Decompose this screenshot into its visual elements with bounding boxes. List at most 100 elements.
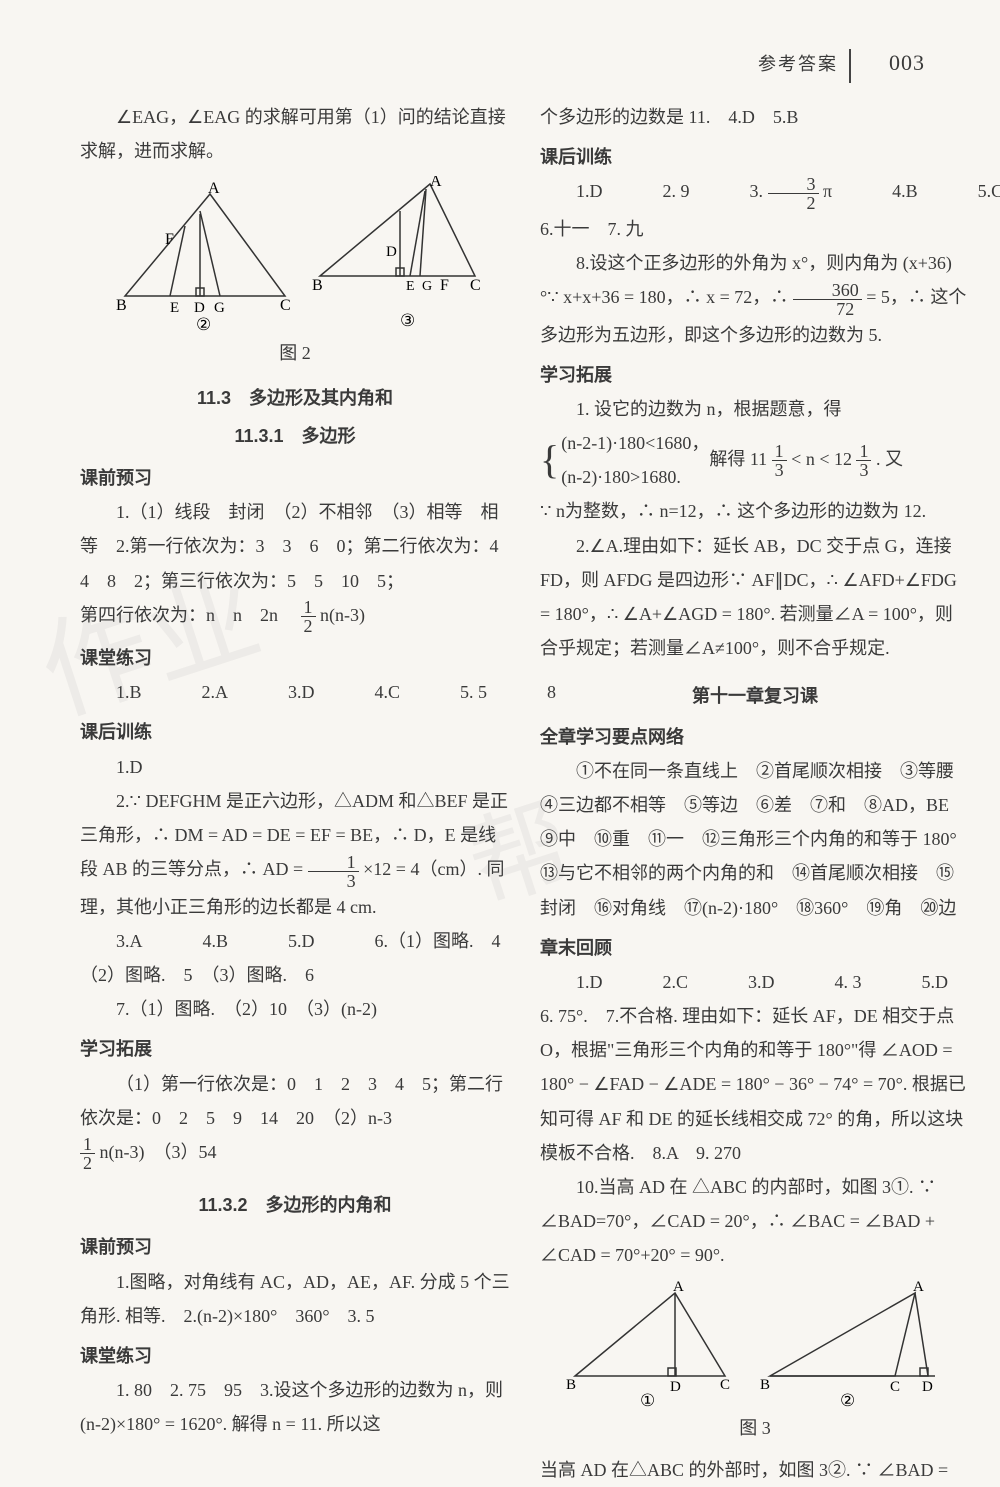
intro-text: ∠EAG，∠EAG 的求解可用第（1）问的结论直接求解，进而求解。 xyxy=(80,100,510,168)
fig3-C2: C xyxy=(890,1379,900,1395)
ans: 5.C xyxy=(942,174,1000,211)
ktlx2-1: 1. 80 2. 75 95 3.设这个多边形的边数为 n，则(n-2)×180… xyxy=(80,1373,510,1441)
label-G2: G xyxy=(422,279,432,294)
heading-xxtz-r: 学习拓展 xyxy=(540,358,970,392)
fraction: 32 xyxy=(768,175,819,212)
xxtz-r-system: { (n-2-1)·180<1680， (n-2)·180>1680. 解得 1… xyxy=(540,426,970,494)
zmhg-6: 6. 75°. 7.不合格. 理由如下：延长 AF，DE 相交于点 O，根据"三… xyxy=(540,999,970,1170)
ans: 1.B xyxy=(80,675,142,709)
left-column: ∠EAG，∠EAG 的求解可用第（1）问的结论直接求解，进而求解。 A B C … xyxy=(80,100,510,1487)
zmhg-row1: 1.D 2.C 3.D 4. 3 5.D xyxy=(540,965,970,999)
fig3-one: ① xyxy=(640,1391,655,1410)
khxl-r-row2: 6.十一 7. 九 xyxy=(540,212,970,246)
label-B2: B xyxy=(312,277,323,294)
kqyx-line1: 1.（1）线段 封闭 （2）不相邻 （3）相等 相等 2.第一行依次为：3 3 … xyxy=(80,495,510,598)
ans: 5.D xyxy=(252,924,315,958)
fig3-A1: A xyxy=(673,1281,684,1295)
figure-3-caption: 图 3 xyxy=(540,1411,970,1445)
chapter-review-title: 第十一章复习课 xyxy=(540,679,970,713)
section-11-3: 11.3 多边形及其内角和 xyxy=(80,381,510,415)
fig3-D1: D xyxy=(670,1379,681,1395)
xxtz-r-1e: ∵ n为整数，∴ n=12，∴ 这个多边形的边数为 12. xyxy=(540,494,970,528)
heading-khxl: 课后训练 xyxy=(80,715,510,749)
text: π xyxy=(823,181,832,201)
fig3-D2: D xyxy=(922,1379,933,1395)
header-divider xyxy=(849,49,851,83)
heading-kqyx2: 课前预习 xyxy=(80,1230,510,1264)
sys-line: (n-2)·180>1680. xyxy=(561,460,709,494)
fig3-B1: B xyxy=(566,1377,576,1393)
label-E: E xyxy=(170,300,179,316)
ans: 4.B xyxy=(167,924,229,958)
ans: 6.（1）图略. 4 xyxy=(339,924,501,958)
heading-ktlx2: 课堂练习 xyxy=(80,1339,510,1373)
fig3-two: ② xyxy=(840,1391,855,1410)
heading-qzwl: 全章学习要点网络 xyxy=(540,720,970,754)
fig3-A2: A xyxy=(913,1281,924,1295)
xxtz-r-1a: 1. 设它的边数为 n，根据题意，得 xyxy=(540,392,970,426)
label-G: G xyxy=(214,300,225,316)
fig3-B2: B xyxy=(760,1377,770,1393)
ans: 1.D xyxy=(540,965,603,999)
ans: 5.D xyxy=(886,965,949,999)
ans: 1.D xyxy=(540,174,603,211)
heading-khxl-r: 课后训练 xyxy=(540,140,970,174)
khxl-row3: 3.A 4.B 5.D 6.（1）图略. 4 xyxy=(80,924,510,958)
khxl-7: 7.（1）图略. （2）10 （3）(n-2) xyxy=(80,992,510,1026)
ans: 3.D xyxy=(252,675,315,709)
ans: 2.A xyxy=(166,675,229,709)
figure-2: A B C F E D G ② A B C D xyxy=(80,176,510,370)
heading-zmhg: 章末回顾 xyxy=(540,931,970,965)
fraction: 12 xyxy=(80,1135,95,1172)
fraction: 36072 xyxy=(793,281,862,318)
header-label: 参考答案 xyxy=(758,54,838,74)
xxtz-2: 12 n(n-3) （3）54 xyxy=(80,1135,510,1172)
figure-2-caption: 图 2 xyxy=(80,336,510,370)
label-two: ② xyxy=(196,315,211,334)
ans: 4.C xyxy=(339,675,401,709)
right-column: 个多边形的边数是 11. 4.D 5.B 课后训练 1.D 2. 9 3. 32… xyxy=(540,100,970,1487)
label-E2: E xyxy=(406,279,415,294)
label-B: B xyxy=(116,297,127,314)
ans: 3.D xyxy=(712,965,775,999)
zmhg-10: 10.当高 AD 在 △ABC 的内部时，如图 3①. ∵ ∠BAD=70°，∠… xyxy=(540,1170,970,1273)
heading-kqyx: 课前预习 xyxy=(80,461,510,495)
fraction: 13 xyxy=(308,853,359,890)
label-three: ③ xyxy=(400,311,415,330)
label-A2: A xyxy=(430,176,442,190)
sys-line: (n-2-1)·180<1680， xyxy=(561,426,709,460)
label-D2: D xyxy=(386,244,397,260)
label-C: C xyxy=(280,297,291,314)
khxl-r-row1: 1.D 2. 9 3. 32 π 4.B 5.C xyxy=(540,174,970,211)
label-D: D xyxy=(194,300,205,316)
qzwl-body: ①不在同一条直线上 ②首尾顺次相接 ③等腰 ④三边都不相等 ⑤等边 ⑥差 ⑦和 … xyxy=(540,754,970,925)
cont1: 个多边形的边数是 11. 4.D 5.B xyxy=(540,100,970,134)
khxl-2: 2.∵ DEFGHM 是正六边形，△ADM 和△BEF 是正三角形，∴ DM =… xyxy=(80,784,510,924)
ans: 3.A xyxy=(80,924,143,958)
kqyx2-1: 1.图略，对角线有 AC，AD，AE，AF. 分成 5 个三角形. 相等. 2.… xyxy=(80,1265,510,1333)
kqyx-line2: 第四行依次为：n n 2n 12 n(n-3) xyxy=(80,598,510,635)
text: 解得 11 13 < n < 12 13 . 又 xyxy=(709,442,903,479)
heading-ktlx: 课堂练习 xyxy=(80,641,510,675)
figure-3: A B C D ① A B C D ② 图 3 xyxy=(540,1281,970,1445)
ans: 2. 9 xyxy=(627,174,690,211)
ans: 3. 32 π xyxy=(714,174,833,211)
page-header: 参考答案 003 xyxy=(758,42,925,84)
ktlx-row: 1.B 2.A 3.D 4.C 5. 5 8 xyxy=(80,675,510,709)
label-C2: C xyxy=(470,277,480,294)
khxl-r-8: 8.设这个正多边形的外角为 x°，则内角为 (x+36)°∵ x+x+36 = … xyxy=(540,246,970,352)
label-F2: F xyxy=(440,277,449,294)
label-F: F xyxy=(165,231,174,248)
xxtz-r-2: 2.∠A.理由如下：延长 AB，DC 交于点 G，连接 FD，则 AFDG 是四… xyxy=(540,529,970,666)
section-11-3-1: 11.3.1 多边形 xyxy=(80,419,510,453)
khxl-row4: （2）图略. 5 （3）图略. 6 xyxy=(80,958,510,992)
ans: 5. 5 xyxy=(424,675,487,709)
tail: 当高 AD 在△ABC 的外部时，如图 3②. ∵ ∠BAD = xyxy=(540,1453,970,1487)
label-A: A xyxy=(208,180,220,197)
text: n(n-3) （3）54 xyxy=(100,1142,217,1162)
heading-xxtz: 学习拓展 xyxy=(80,1032,510,1066)
text: n(n-3) xyxy=(320,605,365,625)
khxl-1: 1.D xyxy=(80,750,510,784)
fraction: 12 xyxy=(301,598,316,635)
ans: 4.B xyxy=(856,174,918,211)
